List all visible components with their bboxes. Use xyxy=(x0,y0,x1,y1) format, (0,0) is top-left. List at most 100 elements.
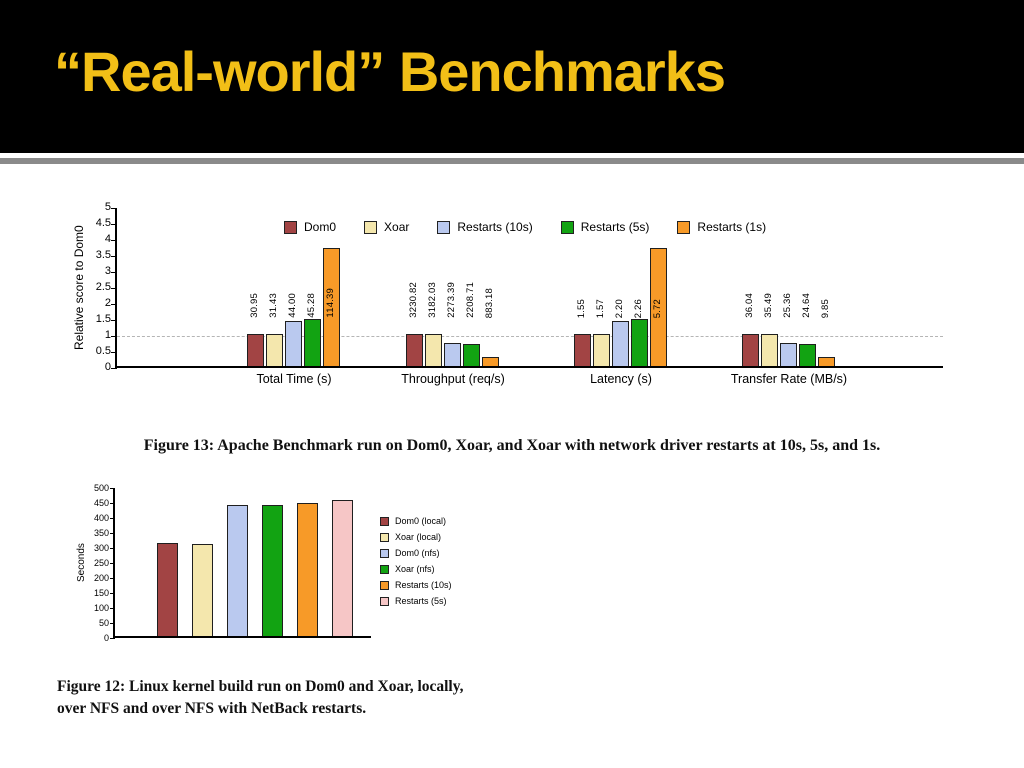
bar-value-label: 5.72 xyxy=(652,298,663,318)
y-tick-mark xyxy=(110,637,115,639)
bar-value-label: 3230.82 xyxy=(408,282,419,318)
y-tick-label: 100 xyxy=(93,603,109,613)
bar xyxy=(761,334,778,366)
bar xyxy=(482,357,499,366)
bar xyxy=(266,333,283,366)
figure12-caption: Figure 12: Linux kernel build run on Dom… xyxy=(57,676,464,719)
y-tick-mark xyxy=(111,367,117,369)
y-tick-label: 3 xyxy=(104,265,111,277)
y-tick-mark xyxy=(111,207,117,209)
y-tick-label: 4 xyxy=(104,233,111,245)
legend-item: Dom0 xyxy=(284,220,336,234)
y-tick-label: 200 xyxy=(93,573,109,583)
y-tick-label: 350 xyxy=(93,528,109,538)
bar-value-label: 114.39 xyxy=(325,288,336,318)
y-tick-mark xyxy=(110,502,115,504)
y-tick-mark xyxy=(111,319,117,321)
legend-label: Xoar (local) xyxy=(395,532,442,542)
bar-value-label: 2208.71 xyxy=(465,282,476,318)
figure13-caption: Figure 13: Apache Benchmark run on Dom0,… xyxy=(143,437,881,454)
bar xyxy=(406,334,423,366)
y-tick-label: 0.5 xyxy=(95,345,111,357)
bar-value-label: 1.57 xyxy=(595,298,606,318)
legend-item: Xoar xyxy=(364,220,409,234)
y-tick-mark xyxy=(111,271,117,273)
legend-swatch xyxy=(380,532,389,542)
legend-label: Restarts (5s) xyxy=(580,220,650,234)
bar-value-label: 35.49 xyxy=(763,293,774,318)
y-tick-mark xyxy=(111,303,117,305)
bar xyxy=(297,502,318,636)
bar xyxy=(332,500,353,636)
bar xyxy=(818,357,835,366)
y-tick-label: 0 xyxy=(104,361,111,373)
bar xyxy=(227,504,248,636)
bar xyxy=(574,334,591,366)
y-tick-label: 150 xyxy=(93,588,109,598)
y-tick-label: 50 xyxy=(98,618,109,628)
bar-value-label: 883.18 xyxy=(484,287,495,318)
legend-item: Restarts (5s) xyxy=(560,220,650,234)
header-divider xyxy=(0,158,1024,164)
y-tick-mark xyxy=(110,532,115,534)
chart-legend: Dom0 (local) Xoar (local) Dom0 (nfs) Xoar (… xyxy=(380,516,452,606)
legend-item: Dom0 (nfs) xyxy=(380,548,452,558)
legend-item: Dom0 (local) xyxy=(380,516,452,526)
caption-line: Figure 12: Linux kernel build run on Dom… xyxy=(57,678,464,695)
bar xyxy=(247,334,264,366)
legend-swatch xyxy=(560,220,574,234)
bar-group: 36.04 35.49 25.36 24.64 9.85 xyxy=(742,208,837,366)
bar xyxy=(650,247,667,366)
category-label: Transfer Rate (MB/s) xyxy=(730,372,848,386)
legend-label: Dom0 (nfs) xyxy=(395,548,440,558)
legend-label: Dom0 (local) xyxy=(395,516,447,526)
slide-title: “Real-world” Benchmarks xyxy=(54,40,726,103)
y-tick-mark xyxy=(110,517,115,519)
bar xyxy=(631,319,648,366)
category-label: Latency (s) xyxy=(590,372,652,386)
bar-group: 3230.82 3182.03 2273.39 2208.71 883.18 xyxy=(406,208,501,366)
plot-area: 0 50 100 150 200 250 300 350 400 450 500 xyxy=(94,483,371,643)
bar xyxy=(463,344,480,366)
legend-item: Restarts (1s) xyxy=(677,220,766,234)
bar-value-label: 25.36 xyxy=(782,293,793,318)
bar xyxy=(444,343,461,366)
bar-value-label: 2273.39 xyxy=(446,282,457,318)
legend-label: Restarts (10s) xyxy=(395,580,452,590)
legend-label: Xoar (nfs) xyxy=(395,564,435,574)
bar-value-label: 24.64 xyxy=(801,293,812,318)
y-tick-label: 0 xyxy=(103,633,109,643)
bar-value-label: 2.20 xyxy=(614,298,625,318)
y-tick-label: 2 xyxy=(104,297,111,309)
apache-benchmark-chart: Relative score to Dom0 Dom0 Xoar Restarts … xyxy=(58,200,978,412)
legend-label: Restarts (10s) xyxy=(457,220,533,234)
bar-value-label: 36.04 xyxy=(744,293,755,318)
legend-item: Restarts (10s) xyxy=(380,580,452,590)
legend-item: Restarts (5s) xyxy=(380,596,452,606)
y-tick-mark xyxy=(110,607,115,609)
bar xyxy=(285,320,302,366)
legend-swatch xyxy=(284,220,297,234)
category-label: Total Time (s) xyxy=(256,372,332,386)
title-banner: “Real-world” Benchmarks xyxy=(0,0,1024,153)
legend-swatch xyxy=(380,564,389,574)
bar xyxy=(612,320,629,366)
legend-label: Restarts (1s) xyxy=(697,220,767,234)
y-tick-mark xyxy=(110,562,115,564)
bar-group: 30.95 31.43 44.00 45.28 114.39 xyxy=(247,208,342,366)
y-tick-mark xyxy=(110,592,115,594)
y-tick-label: 250 xyxy=(93,558,109,568)
legend-swatch xyxy=(677,220,691,234)
bar xyxy=(593,333,610,366)
bar-value-label: 3182.03 xyxy=(427,282,438,318)
kernel-build-chart: Seconds 0 50 100 150 200 250 300 350 400 450 500 D… xyxy=(58,478,498,660)
y-tick-mark xyxy=(111,335,117,337)
bar xyxy=(323,247,340,366)
y-tick-mark xyxy=(111,239,117,241)
legend-item: Restarts (10s) xyxy=(437,220,533,234)
legend-swatch xyxy=(437,220,451,234)
bar-value-label: 1.55 xyxy=(576,298,587,318)
dom0-baseline-gridline xyxy=(117,336,943,337)
bar-value-label: 9.85 xyxy=(820,298,831,318)
y-tick-label: 4.5 xyxy=(95,217,111,229)
